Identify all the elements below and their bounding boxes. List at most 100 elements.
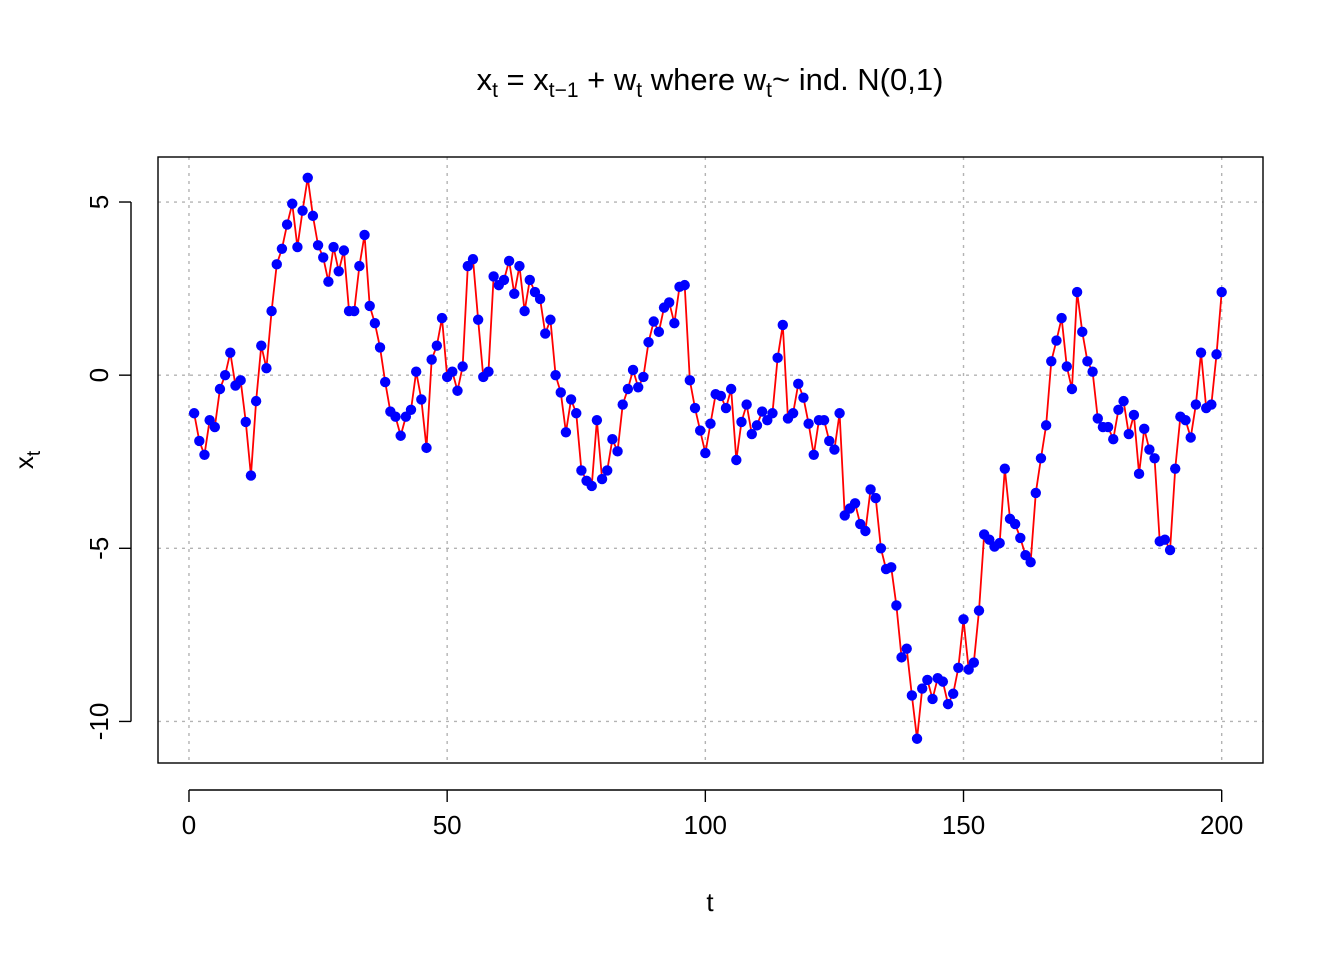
data-point: [617, 399, 628, 410]
data-point: [586, 480, 597, 492]
data-point: [214, 383, 226, 395]
data-point: [271, 259, 282, 270]
data-point: [803, 418, 814, 429]
data-point: [431, 340, 443, 351]
x-tick-label: 200: [1200, 810, 1243, 840]
data-point: [953, 662, 964, 673]
data-points: [188, 172, 1227, 744]
data-point: [1061, 361, 1072, 372]
data-point: [653, 326, 665, 338]
data-point: [380, 376, 391, 388]
data-point: [865, 484, 876, 495]
y-tick-label: 5: [84, 195, 114, 209]
data-point: [287, 198, 298, 209]
data-point: [901, 643, 912, 654]
data-point: [519, 305, 530, 317]
data-point: [1113, 404, 1124, 415]
data-point: [509, 288, 520, 299]
data-point: [973, 605, 985, 616]
data-point: [1066, 383, 1078, 395]
data-point: [1195, 347, 1207, 358]
data-point: [307, 210, 319, 222]
data-point: [534, 293, 546, 305]
data-point: [209, 421, 220, 433]
data-point: [1035, 453, 1047, 464]
data-point: [1015, 532, 1026, 544]
data-point: [359, 229, 370, 241]
data-point: [1123, 428, 1134, 440]
data-point: [488, 271, 499, 282]
data-point: [1185, 432, 1196, 443]
data-point: [571, 408, 582, 419]
data-point: [596, 473, 608, 485]
data-point: [736, 416, 747, 428]
data-point: [364, 300, 375, 312]
data-point: [194, 435, 205, 447]
data-point: [199, 449, 210, 461]
data-point: [560, 427, 572, 438]
title-part: ~ ind. N(0,1): [772, 62, 943, 97]
data-point: [824, 435, 835, 447]
data-point: [906, 690, 918, 701]
data-point: [684, 375, 696, 386]
data-point: [741, 399, 752, 410]
data-point: [297, 205, 308, 216]
data-point: [1128, 409, 1140, 421]
data-point: [235, 375, 246, 386]
data-point: [725, 383, 737, 395]
y-tick-label: 0: [84, 368, 114, 382]
data-point: [751, 420, 763, 431]
data-point: [999, 463, 1011, 474]
plot-box: [157, 156, 1264, 764]
x-axis: 0 50 100 150 200: [182, 789, 1243, 840]
data-point: [700, 447, 711, 459]
data-point: [565, 394, 577, 405]
data-point: [266, 305, 277, 317]
title-part: = x: [498, 62, 549, 97]
data-point: [328, 241, 339, 253]
data-point: [643, 337, 654, 348]
data-point: [622, 383, 634, 395]
data-point: [503, 255, 515, 267]
data-point: [834, 408, 845, 419]
y-axis: -10 -5 0 5: [84, 195, 132, 740]
y-label-sub: t: [24, 450, 45, 456]
data-point: [731, 454, 742, 466]
data-point: [1144, 444, 1155, 455]
data-point: [292, 241, 303, 253]
data-point: [540, 328, 551, 339]
data-point: [756, 406, 768, 417]
data-point: [333, 266, 344, 277]
data-point: [633, 382, 644, 393]
data-point: [1139, 423, 1150, 435]
data-point: [410, 366, 422, 377]
title-part: t−1: [549, 79, 579, 102]
chart-title: xt = xt−1 + wt where wt~ ind. N(0,1): [477, 62, 944, 102]
data-point: [1009, 518, 1021, 530]
data-point: [927, 693, 938, 705]
data-point: [1040, 420, 1052, 431]
data-point: [225, 347, 236, 358]
data-point: [849, 498, 861, 509]
data-point: [937, 676, 949, 687]
data-point: [1030, 487, 1042, 499]
data-point: [638, 371, 649, 383]
data-point: [354, 260, 365, 272]
data-point: [323, 276, 334, 287]
data-point: [947, 688, 959, 699]
y-tick-label: -5: [84, 537, 114, 560]
data-point: [472, 314, 484, 325]
data-point: [256, 340, 267, 351]
data-point: [395, 430, 406, 441]
data-point: [452, 385, 463, 396]
data-point: [261, 363, 272, 374]
data-point: [1071, 286, 1083, 298]
data-point: [219, 369, 231, 381]
data-point: [1206, 399, 1217, 410]
data-point: [793, 378, 804, 390]
data-point: [591, 414, 603, 426]
data-point: [1056, 312, 1067, 324]
data-point: [318, 252, 329, 263]
data-point: [602, 465, 613, 476]
